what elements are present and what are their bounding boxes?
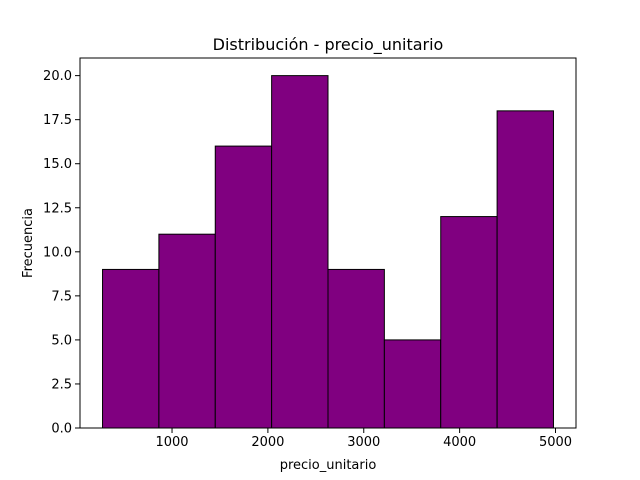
x-tick-label: 3000	[347, 435, 380, 450]
x-axis-ticks: 1000 2000 3000 4000 5000	[155, 428, 572, 450]
histogram-bar	[496, 110, 554, 429]
x-tick-label: 1000	[155, 435, 188, 450]
x-axis-label: precio_unitario	[280, 458, 377, 473]
histogram-bar	[383, 339, 442, 429]
y-tick-label: 15.0	[43, 157, 72, 172]
histogram-bar	[271, 75, 329, 429]
bars-group	[102, 75, 554, 429]
chart-title: Distribución - precio_unitario	[213, 35, 444, 55]
y-axis-label: Frecuencia	[21, 208, 36, 278]
y-tick-label: 7.5	[51, 289, 72, 304]
y-tick-label: 10.0	[43, 245, 72, 260]
y-tick-label: 0.0	[51, 422, 72, 437]
x-tick-label: 5000	[539, 435, 572, 450]
y-tick-label: 17.5	[43, 113, 72, 128]
y-tick-label: 20.0	[43, 69, 72, 84]
y-axis-ticks: 0.0 2.5 5.0 7.5 10.0 12.5 15.0 17.5 20.0	[43, 69, 80, 437]
histogram-bar	[158, 233, 216, 429]
plot-frame	[79, 57, 577, 429]
histogram-bar	[102, 268, 160, 429]
y-tick-label: 12.5	[43, 201, 72, 216]
histogram-bar	[214, 145, 273, 429]
y-tick-label: 2.5	[51, 377, 72, 392]
histogram-bar	[327, 268, 385, 429]
x-tick-label: 2000	[251, 435, 284, 450]
x-tick-label: 4000	[443, 435, 476, 450]
histogram-bar	[440, 216, 498, 429]
y-tick-label: 5.0	[51, 333, 72, 348]
